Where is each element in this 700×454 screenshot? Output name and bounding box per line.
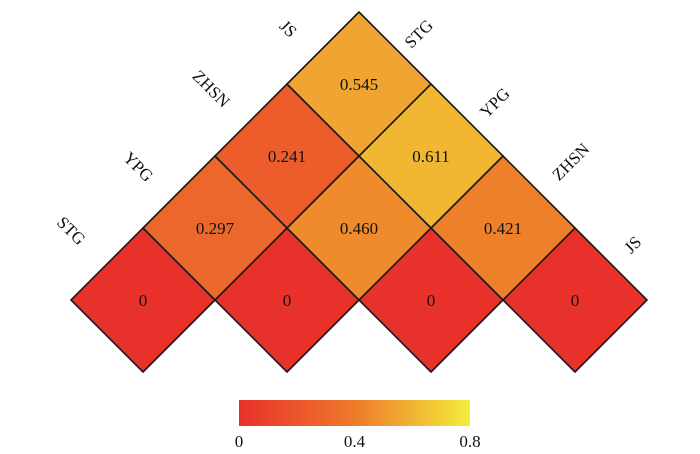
colorbar-tick-label: 0.4 xyxy=(344,432,366,451)
colorbar-gradient xyxy=(239,400,470,426)
left-axis-label-zhsn: ZHSN xyxy=(189,66,234,111)
right-axis-label-ypg: YPG xyxy=(476,84,513,121)
cell-value-label: 0 xyxy=(427,291,436,310)
left-axis-label-stg: STG xyxy=(53,213,89,249)
cells-layer xyxy=(70,11,648,373)
cell-value-label: 0.241 xyxy=(268,147,306,166)
cell-value-label: 0.545 xyxy=(340,75,378,94)
cell-value-label: 0 xyxy=(283,291,292,310)
cell-labels-layer: 0 0 0 0 0.297 0.460 0.421 0.241 0.611 0.545 xyxy=(139,75,580,310)
colorbar-ticks: 0 0.4 0.8 xyxy=(235,432,481,451)
cell-value-label: 0 xyxy=(139,291,148,310)
right-axis-label-zhsn: ZHSN xyxy=(548,139,593,184)
left-axis-label-ypg: YPG xyxy=(119,148,156,185)
right-axis-label-js: JS xyxy=(620,232,645,257)
cell-value-label: 0.297 xyxy=(196,219,235,238)
colorbar-tick-label: 0.8 xyxy=(459,432,480,451)
colorbar xyxy=(239,400,470,426)
left-axis-label-js: JS xyxy=(276,16,301,41)
colorbar-tick-label: 0 xyxy=(235,432,244,451)
cell-value-label: 0.611 xyxy=(412,147,450,166)
cell-value-label: 0.421 xyxy=(484,219,522,238)
heatmap-cell-stg-js xyxy=(286,11,432,157)
right-axis-label-stg: STG xyxy=(401,16,437,52)
cell-value-label: 0 xyxy=(571,291,580,310)
cell-value-label: 0.460 xyxy=(340,219,378,238)
